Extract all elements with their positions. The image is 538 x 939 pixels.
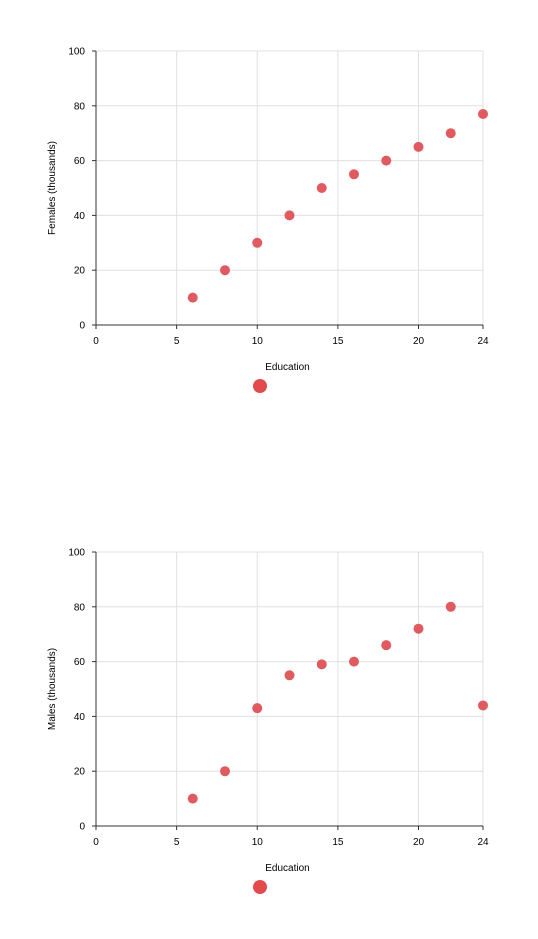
y-tick-label: 20 bbox=[74, 266, 86, 277]
y-tick-label: 20 bbox=[74, 767, 86, 778]
data-point[interactable] bbox=[478, 109, 488, 120]
data-point[interactable] bbox=[252, 237, 263, 248]
x-tick-label: 0 bbox=[93, 837, 99, 848]
data-point[interactable] bbox=[445, 601, 456, 612]
x-tick-label: 0 bbox=[93, 336, 99, 347]
axes bbox=[92, 50, 484, 329]
data-point[interactable] bbox=[413, 623, 424, 634]
x-tick-label: 20 bbox=[413, 837, 425, 848]
grid bbox=[96, 50, 484, 325]
x-tick-label: 15 bbox=[332, 837, 344, 848]
y-axis-title: Females (thousands) bbox=[47, 141, 58, 235]
x-tick-label: 24 bbox=[477, 837, 489, 848]
data-points bbox=[187, 601, 488, 804]
x-axis-title: Education bbox=[265, 863, 309, 874]
y-tick-label: 60 bbox=[74, 156, 86, 167]
data-point[interactable] bbox=[187, 292, 198, 303]
data-point[interactable] bbox=[284, 210, 295, 221]
x-axis-title: Education bbox=[265, 362, 309, 373]
data-point[interactable] bbox=[187, 793, 198, 804]
data-point[interactable] bbox=[381, 640, 392, 651]
y-tick-label: 100 bbox=[68, 548, 85, 559]
data-point[interactable] bbox=[349, 169, 359, 180]
x-tick-label: 10 bbox=[252, 837, 264, 848]
y-tick-label: 60 bbox=[74, 657, 86, 668]
x-tick-label: 15 bbox=[332, 336, 344, 347]
tick-labels: 0 5 10 15 20 24 0 20 40 60 80 100 bbox=[68, 548, 489, 849]
data-point[interactable] bbox=[220, 265, 230, 276]
axes bbox=[92, 551, 484, 830]
data-point[interactable] bbox=[220, 766, 230, 777]
y-tick-label: 80 bbox=[74, 602, 86, 613]
y-tick-label: 40 bbox=[74, 712, 86, 723]
data-point[interactable] bbox=[284, 670, 295, 681]
x-tick-label: 24 bbox=[477, 336, 489, 347]
x-tick-label: 5 bbox=[174, 336, 180, 347]
y-tick-label: 0 bbox=[79, 822, 85, 833]
x-tick-label: 5 bbox=[174, 837, 180, 848]
y-tick-label: 40 bbox=[74, 211, 86, 222]
x-tick-label: 10 bbox=[252, 336, 264, 347]
y-tick-label: 0 bbox=[79, 321, 85, 332]
females-scatter-chart: 0 5 10 15 20 24 0 20 40 60 80 100 Education Females… bbox=[47, 47, 489, 393]
y-axis-title: Males (thousands) bbox=[47, 648, 58, 730]
data-point[interactable] bbox=[413, 141, 424, 152]
males-scatter-chart: 0 5 10 15 20 24 0 20 40 60 80 100 Education Males (… bbox=[47, 548, 489, 894]
data-point[interactable] bbox=[478, 700, 488, 711]
y-tick-label: 100 bbox=[68, 47, 85, 58]
data-point[interactable] bbox=[252, 703, 263, 714]
tick-labels: 0 5 10 15 20 24 0 20 40 60 80 100 bbox=[68, 47, 489, 348]
data-point[interactable] bbox=[316, 183, 327, 193]
x-tick-label: 20 bbox=[413, 336, 425, 347]
data-point[interactable] bbox=[316, 659, 327, 670]
data-point[interactable] bbox=[445, 128, 456, 139]
grid bbox=[96, 551, 484, 826]
data-point[interactable] bbox=[381, 155, 392, 166]
legend-marker[interactable] bbox=[253, 379, 267, 393]
data-point[interactable] bbox=[349, 656, 359, 667]
y-tick-label: 80 bbox=[74, 101, 86, 112]
legend-marker[interactable] bbox=[253, 880, 267, 894]
data-points bbox=[187, 109, 488, 303]
